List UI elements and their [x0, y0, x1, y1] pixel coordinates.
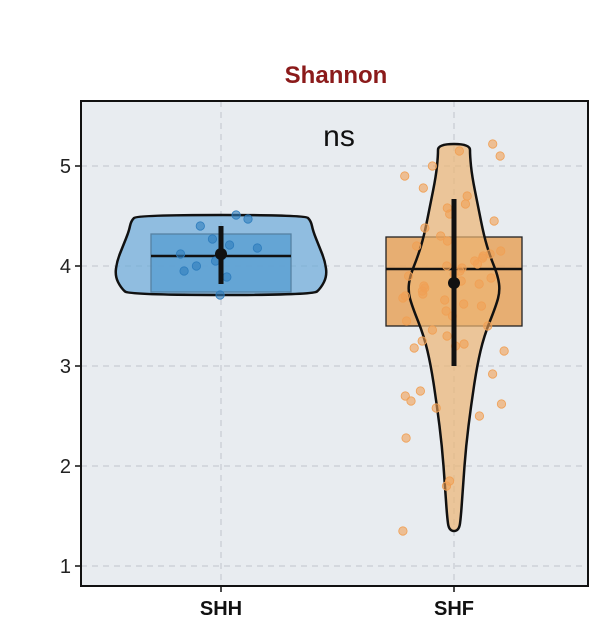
plot-marks [114, 139, 523, 536]
data-point [499, 346, 509, 356]
data-point [175, 249, 186, 259]
data-point [415, 386, 425, 396]
data-point [191, 261, 202, 271]
data-point [398, 526, 408, 536]
data-point [474, 279, 484, 289]
data-point [401, 433, 411, 443]
data-point [400, 391, 410, 401]
data-point [401, 316, 412, 326]
y-tick-label: 2 [60, 456, 71, 478]
y-tick-label: 3 [60, 356, 71, 378]
mean-point-shh [215, 248, 227, 260]
data-point [412, 241, 422, 251]
data-point [222, 272, 232, 282]
data-point [400, 171, 410, 181]
data-point [496, 246, 506, 256]
data-point [460, 199, 471, 209]
data-point [207, 234, 218, 244]
data-point [431, 403, 441, 413]
data-point [476, 301, 487, 311]
data-point [442, 203, 452, 213]
data-point [442, 331, 452, 341]
data-point [444, 476, 455, 486]
data-point [403, 271, 414, 281]
data-point [215, 290, 225, 300]
data-point [406, 396, 416, 406]
data-point [179, 266, 189, 276]
data-point [195, 221, 205, 231]
data-point [457, 263, 467, 273]
data-point [489, 216, 499, 226]
x-tick-label: SHF [434, 598, 474, 620]
data-point [427, 161, 437, 171]
data-point [459, 299, 469, 309]
data-point [243, 214, 253, 224]
y-tick-label: 4 [60, 256, 71, 278]
data-point [486, 273, 496, 283]
y-tick-label: 1 [60, 556, 71, 578]
data-point [474, 411, 485, 421]
data-point [488, 369, 498, 379]
data-point [400, 291, 410, 301]
axes: 1 2 3 4 5 SHH SHF [60, 156, 474, 620]
y-tick-label: 5 [60, 156, 71, 178]
data-point [442, 261, 452, 271]
mean-point-shf [448, 277, 460, 289]
data-point [462, 191, 472, 201]
data-point [483, 321, 493, 331]
data-point [488, 139, 498, 149]
data-point [485, 249, 495, 259]
data-point [224, 240, 235, 250]
data-point [418, 183, 428, 193]
x-tick-label: SHH [200, 598, 242, 620]
data-point [252, 243, 262, 253]
data-point [495, 151, 505, 161]
chart-title: Shannon [285, 62, 388, 89]
data-point [231, 210, 241, 220]
data-point [459, 339, 469, 349]
data-point [470, 256, 480, 266]
data-point [440, 295, 450, 305]
plot-panel [81, 101, 588, 586]
data-point [420, 223, 430, 233]
significance-label: ns [323, 120, 355, 153]
data-point [441, 306, 451, 316]
data-point [417, 336, 427, 346]
data-point [436, 231, 446, 241]
data-point [419, 281, 429, 291]
data-point [496, 399, 507, 409]
data-point [409, 343, 419, 353]
data-point [427, 325, 437, 335]
data-point [454, 146, 464, 156]
plot-border [80, 100, 589, 587]
